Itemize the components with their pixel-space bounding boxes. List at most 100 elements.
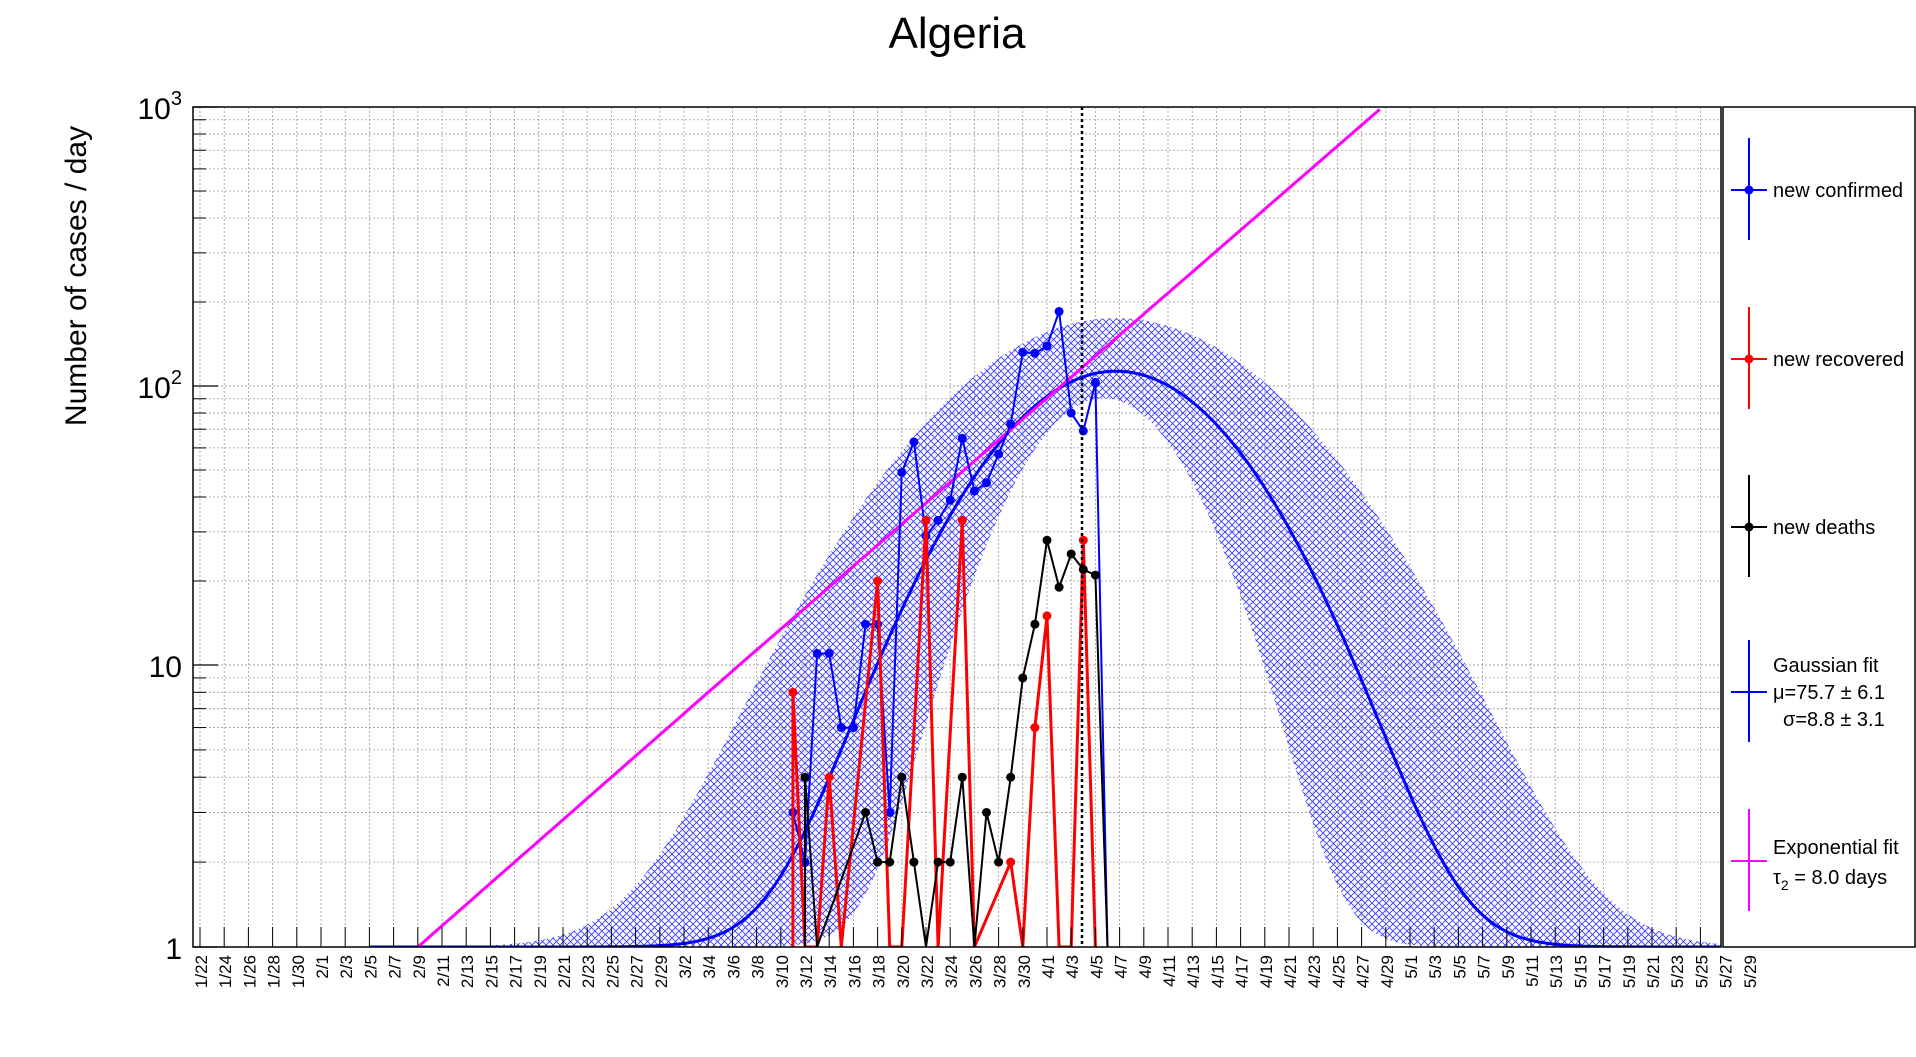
x-tick-label: 5/29 — [1741, 955, 1760, 988]
data-point — [1078, 564, 1088, 574]
legend-entry: Exponential fit τ2 = 8.0 days — [1731, 809, 1899, 911]
x-tick-label: 4/5 — [1087, 955, 1106, 979]
legend-tau-symbol: τ — [1773, 867, 1781, 889]
series-line — [791, 520, 1097, 947]
data-point — [1078, 535, 1088, 545]
x-tick-label: 3/26 — [966, 955, 985, 988]
data-point — [957, 772, 967, 782]
legend-label: new recovered — [1773, 349, 1904, 371]
y-tick-label: 10 — [149, 651, 182, 684]
data-point — [897, 467, 907, 477]
x-tick-label: 2/29 — [652, 955, 671, 988]
y-tick-label: 103 — [138, 88, 183, 126]
x-tick-label: 2/21 — [555, 955, 574, 988]
x-tick-label: 2/7 — [386, 955, 405, 979]
x-tick-label: 5/27 — [1717, 955, 1736, 988]
x-tick-label: 4/1 — [1039, 955, 1058, 979]
legend-marker-dot — [1744, 185, 1754, 195]
x-tick-label: 2/17 — [507, 955, 526, 988]
x-tick-label: 3/24 — [942, 955, 961, 988]
legend-marker-dot — [1744, 522, 1754, 532]
x-tick-label: 4/29 — [1378, 955, 1397, 988]
data-point — [1030, 723, 1040, 733]
exponential-fit-curve — [416, 108, 1381, 947]
data-point — [824, 772, 834, 782]
x-tick-label: 5/19 — [1620, 955, 1639, 988]
x-tick-label: 5/21 — [1644, 955, 1663, 988]
x-tick-label: 1/26 — [240, 955, 259, 988]
legend-entry: new confirmed — [1731, 138, 1903, 240]
legend-entry: Gaussian fit μ=75.7 ± 6.1 σ=8.8 ± 3.1 — [1731, 640, 1885, 742]
x-tick-label: 3/4 — [700, 955, 719, 979]
data-point — [873, 857, 883, 867]
x-tick-label: 3/16 — [845, 955, 864, 988]
x-tick-label: 2/23 — [579, 955, 598, 988]
x-tick-label: 4/11 — [1160, 955, 1179, 987]
data-point — [812, 648, 822, 658]
data-point — [921, 515, 931, 525]
data-point — [1066, 408, 1076, 418]
x-tick-label: 5/3 — [1426, 955, 1445, 979]
x-tick-label: 2/19 — [531, 955, 550, 988]
data-point — [836, 723, 846, 733]
x-tick-label: 4/25 — [1329, 955, 1348, 988]
x-tick-label: 3/14 — [821, 955, 840, 988]
x-tick-label: 3/8 — [749, 955, 768, 979]
x-tick-label: 2/13 — [458, 955, 477, 988]
data-point — [1042, 611, 1052, 621]
series-line — [804, 539, 1109, 947]
x-tick-label: 3/2 — [676, 955, 695, 979]
fit-curves — [369, 108, 1721, 947]
data-point — [909, 437, 919, 447]
x-tick-label: 3/12 — [797, 955, 816, 988]
data-point — [800, 772, 810, 782]
x-tick-label: 2/15 — [482, 955, 501, 988]
legend-label-line: σ=8.8 ± 3.1 — [1783, 709, 1885, 731]
legend-tau-subscript: 2 — [1781, 877, 1789, 893]
data-point — [861, 807, 870, 817]
x-tick-label: 5/13 — [1547, 955, 1566, 988]
data-point — [945, 495, 955, 505]
data-point — [1006, 419, 1016, 429]
x-tick-label: 5/5 — [1450, 955, 1469, 979]
legend-entry: new deaths — [1731, 475, 1875, 577]
x-tick-label: 1/22 — [192, 955, 211, 988]
legend-marker-dot — [1744, 354, 1754, 364]
data-point — [933, 857, 943, 867]
x-tick-label: 3/28 — [991, 955, 1010, 988]
x-tick-label: 3/20 — [894, 955, 913, 988]
x-tick-label: 4/3 — [1063, 955, 1082, 979]
data-point — [1054, 306, 1064, 316]
data-point — [885, 807, 895, 817]
legend-label-line: Exponential fit — [1773, 837, 1899, 859]
x-tick-label: 2/3 — [337, 955, 356, 979]
y-tick-exponent: 3 — [171, 88, 182, 110]
x-tick-label: 4/21 — [1281, 955, 1300, 988]
x-tick-label: 1/30 — [289, 955, 308, 988]
data-point — [1006, 772, 1016, 782]
legend-entry: new recovered — [1731, 307, 1904, 409]
data-point — [1090, 377, 1100, 387]
legend-label: new confirmed — [1773, 180, 1903, 202]
plot-frame — [192, 106, 1722, 948]
legend-label-line: μ=75.7 ± 6.1 — [1773, 682, 1885, 704]
data-point — [957, 515, 967, 525]
x-tick-label: 1/24 — [216, 955, 235, 988]
data-point — [1030, 619, 1040, 629]
x-tick-label: 2/5 — [361, 955, 380, 979]
data-point — [957, 433, 967, 443]
data-point — [982, 478, 991, 488]
data-point — [873, 576, 883, 586]
data-point — [909, 857, 919, 867]
data-point — [1054, 582, 1064, 592]
data-point — [1042, 341, 1052, 351]
data-point — [1066, 549, 1076, 559]
x-tick-label: 3/30 — [1015, 955, 1034, 988]
x-tick-label: 5/1 — [1402, 955, 1421, 979]
x-tick-label: 4/7 — [1112, 955, 1131, 979]
x-tick-label: 4/19 — [1257, 955, 1276, 988]
y-axis-label: Number of cases / day — [60, 126, 93, 426]
data-point — [1030, 348, 1040, 358]
